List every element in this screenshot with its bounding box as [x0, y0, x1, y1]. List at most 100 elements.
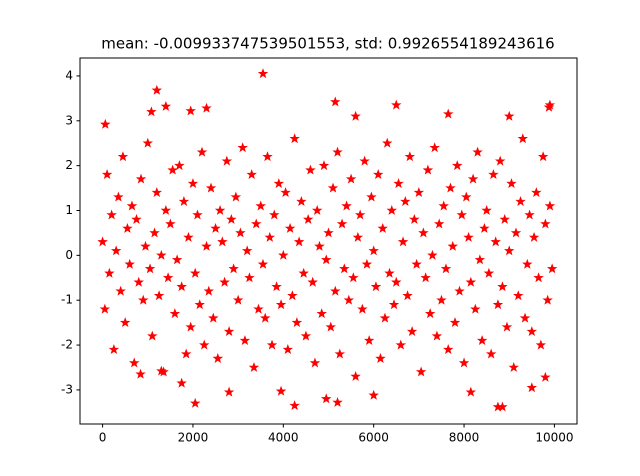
point — [117, 151, 129, 162]
point — [115, 285, 126, 296]
plot-area — [97, 68, 558, 412]
point — [162, 272, 174, 283]
point — [266, 339, 278, 350]
point — [406, 326, 418, 337]
point — [217, 236, 228, 247]
point — [352, 231, 364, 242]
point — [280, 187, 291, 197]
point — [341, 200, 352, 211]
point — [232, 294, 244, 305]
point — [510, 227, 522, 238]
point — [391, 99, 402, 110]
point — [124, 258, 135, 269]
point — [479, 222, 490, 233]
point — [316, 308, 327, 319]
point — [427, 249, 438, 260]
x-tick-label: 10000 — [535, 431, 573, 445]
point — [253, 303, 264, 314]
point — [275, 299, 287, 310]
point — [146, 106, 157, 117]
point — [151, 84, 163, 95]
point — [463, 231, 474, 242]
point — [363, 335, 375, 346]
point — [135, 173, 147, 184]
point — [546, 263, 558, 274]
point — [142, 137, 153, 148]
point — [201, 240, 212, 251]
point — [481, 205, 492, 215]
point — [409, 213, 420, 224]
point — [400, 196, 411, 206]
point — [300, 330, 312, 341]
point — [330, 285, 341, 296]
point — [176, 377, 187, 388]
axes-frame — [79, 57, 578, 425]
point — [404, 151, 416, 162]
point — [296, 196, 307, 206]
point — [97, 236, 108, 247]
y-tick-label: 4 — [65, 68, 73, 82]
point — [129, 357, 140, 368]
point — [372, 169, 384, 180]
point — [418, 227, 429, 238]
point — [472, 146, 483, 157]
point — [122, 222, 133, 233]
point — [138, 294, 149, 305]
point — [440, 263, 452, 274]
point — [241, 245, 253, 256]
point — [533, 272, 544, 283]
point — [449, 317, 461, 328]
point — [108, 344, 120, 354]
point — [99, 303, 111, 314]
point — [160, 205, 172, 215]
point — [262, 151, 273, 162]
point — [447, 240, 458, 251]
point — [488, 169, 499, 180]
point — [101, 169, 113, 180]
point — [540, 371, 551, 382]
point — [492, 299, 504, 310]
point — [282, 344, 294, 354]
point — [368, 389, 379, 400]
point — [246, 169, 257, 180]
point — [370, 281, 382, 292]
point — [393, 178, 404, 189]
point — [165, 218, 176, 229]
point — [226, 213, 237, 224]
point — [305, 164, 316, 175]
point — [490, 236, 501, 247]
point — [257, 258, 269, 269]
point — [223, 386, 235, 397]
point — [201, 102, 212, 113]
point — [339, 263, 350, 274]
point — [386, 205, 397, 215]
point — [456, 209, 467, 220]
point — [424, 308, 436, 319]
point — [537, 151, 549, 162]
point — [160, 100, 172, 111]
point — [345, 173, 357, 184]
point — [330, 96, 341, 107]
point — [275, 385, 287, 396]
point — [357, 303, 368, 314]
point — [203, 285, 214, 296]
point — [284, 222, 296, 233]
point — [354, 209, 366, 220]
point — [494, 155, 506, 166]
point — [156, 365, 167, 376]
point — [332, 146, 343, 157]
point — [321, 254, 332, 265]
point — [239, 335, 251, 346]
point — [269, 209, 280, 220]
point — [257, 68, 269, 79]
point — [205, 182, 217, 193]
point — [210, 222, 221, 233]
point — [476, 335, 488, 346]
point — [470, 303, 481, 314]
point — [176, 281, 187, 292]
point — [293, 236, 305, 247]
y-tick-label: -3 — [61, 382, 73, 396]
